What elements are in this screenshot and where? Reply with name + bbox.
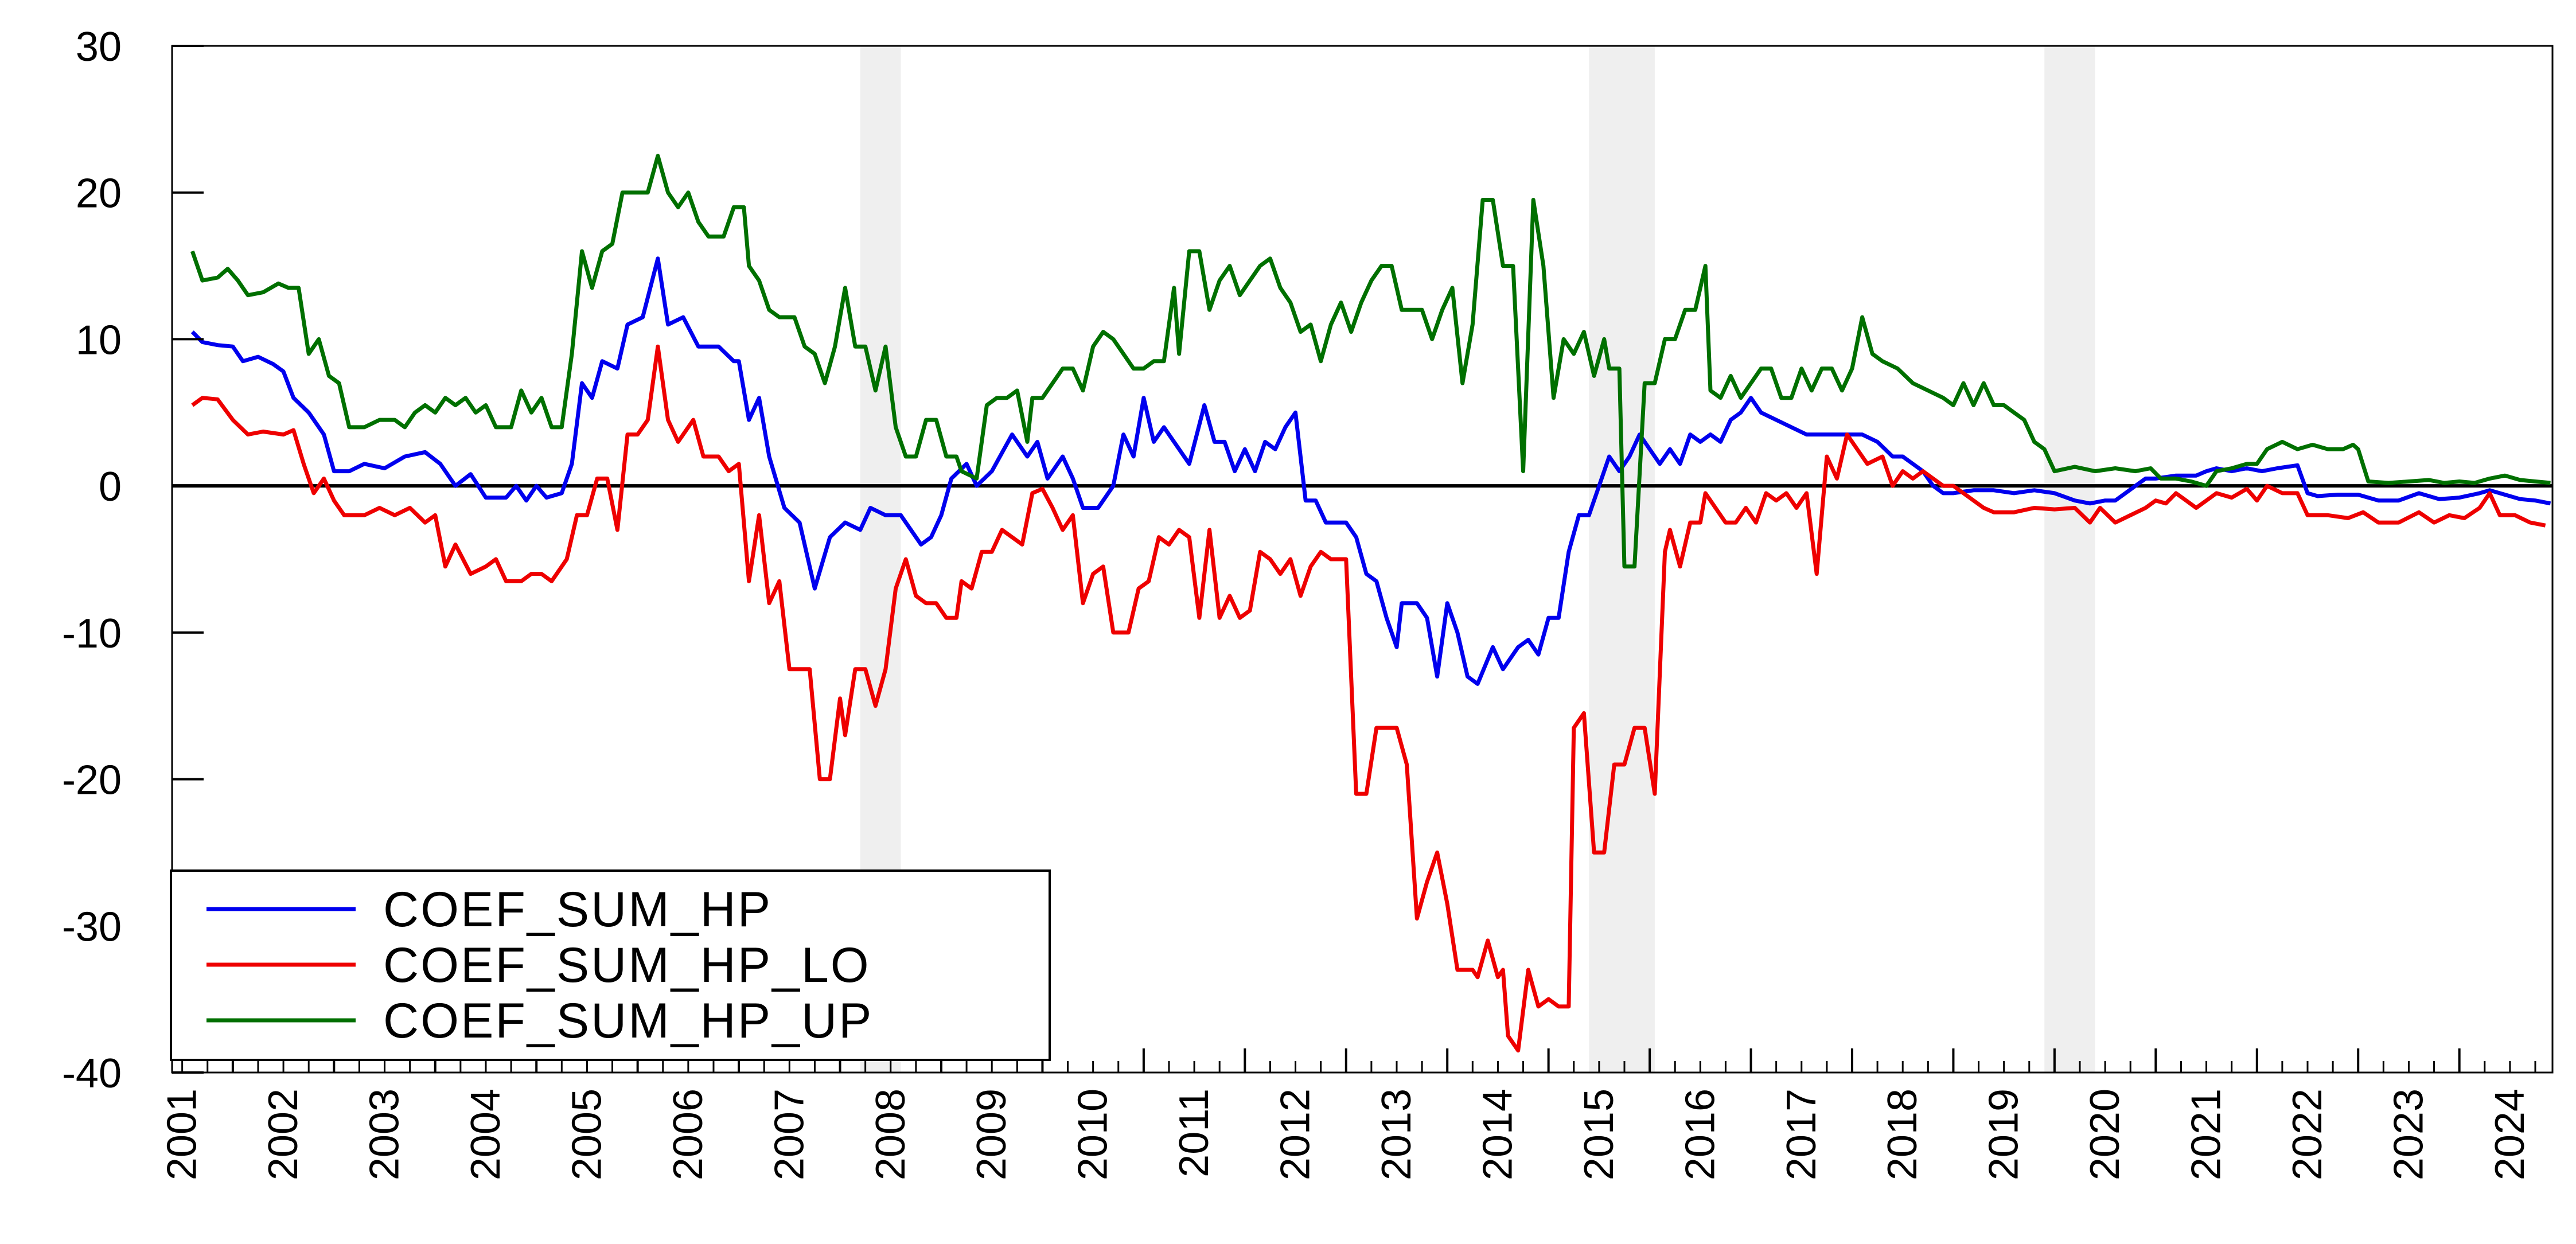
- x-tick-label: 2005: [564, 1089, 610, 1180]
- shaded-period-1: [1589, 46, 1655, 1073]
- x-tick-label: 2004: [463, 1089, 509, 1180]
- x-tick-label: 2001: [159, 1089, 205, 1180]
- y-tick-label: -10: [62, 611, 122, 657]
- legend: COEF_SUM_HP COEF_SUM_HP_LO COEF_SUM_HP_U…: [170, 869, 1051, 1061]
- plot-frame: [171, 45, 2554, 1074]
- x-tick-label: 2013: [1374, 1089, 1420, 1180]
- y-tick-label: 0: [99, 464, 122, 510]
- x-tick-label: 2011: [1171, 1089, 1217, 1177]
- x-tick-label: 2010: [1070, 1089, 1116, 1180]
- series-lines: [190, 154, 2551, 1053]
- x-tick-label: 2021: [2184, 1089, 2230, 1180]
- x-tick-label: 2006: [665, 1089, 711, 1180]
- y-axis: 30 20 10 0 -10 -20 -30 -40: [62, 24, 204, 1097]
- y-tick-label: -40: [62, 1051, 122, 1097]
- series-line-coef-sum-hp-lo: [191, 344, 2546, 1053]
- x-tick-label: 2002: [260, 1089, 306, 1180]
- x-tick-label: 2020: [2082, 1089, 2128, 1180]
- x-tick-label: 2016: [1677, 1089, 1723, 1180]
- x-tick-label: 2018: [1880, 1089, 1926, 1180]
- x-tick-label: 2014: [1475, 1089, 1521, 1180]
- x-tick-label: 2022: [2285, 1089, 2331, 1180]
- x-tick-label: 2019: [1981, 1089, 2027, 1180]
- y-tick-label: 20: [76, 171, 122, 217]
- y-tick-label: 30: [76, 24, 122, 70]
- recession-shading: [860, 46, 2095, 1073]
- x-axis: 2001 2002 2003 2004 2005 2006 2007 2008 2009 2010…: [159, 1048, 2536, 1180]
- series-line-coef-sum-hp-up: [190, 154, 2551, 569]
- series-line-coef-sum-hp: [190, 256, 2551, 686]
- x-tick-label: 2015: [1576, 1089, 1622, 1180]
- x-tick-label: 2024: [2487, 1089, 2533, 1180]
- shaded-period-2: [2044, 46, 2095, 1073]
- x-tick-label: 2007: [766, 1089, 812, 1180]
- legend-label-coef-sum-hp: COEF_SUM_HP: [383, 882, 772, 937]
- x-tick-label: 2008: [868, 1089, 914, 1180]
- y-tick-label: -20: [62, 758, 122, 804]
- x-tick-label: 2009: [969, 1089, 1015, 1180]
- x-tick-label: 2003: [362, 1089, 408, 1180]
- legend-label-coef-sum-hp-lo: COEF_SUM_HP_LO: [383, 938, 871, 993]
- y-tick-label: 10: [76, 317, 122, 363]
- x-tick-label: 2017: [1779, 1089, 1825, 1180]
- legend-label-coef-sum-hp-up: COEF_SUM_HP_UP: [383, 993, 873, 1048]
- y-tick-label: -30: [62, 904, 122, 950]
- x-tick-label: 2012: [1273, 1089, 1319, 1180]
- x-tick-label: 2023: [2386, 1089, 2431, 1180]
